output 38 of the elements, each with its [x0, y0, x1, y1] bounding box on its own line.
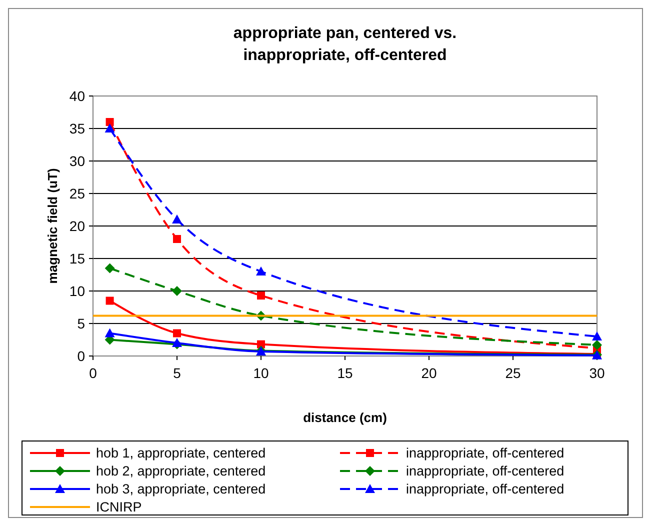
point	[106, 296, 114, 305]
y-tick-label: 40	[69, 88, 86, 104]
legend-label: hob 3, appropriate, centered	[96, 482, 266, 497]
point	[256, 266, 266, 276]
point	[173, 329, 181, 338]
y-tick-label: 35	[69, 120, 86, 136]
point	[592, 340, 602, 350]
y-tick-label: 20	[69, 218, 86, 234]
y-tick-label: 5	[77, 315, 86, 332]
y-axis-title: magnetic field (uT)	[45, 168, 60, 284]
legend-label: ICNIRP	[96, 500, 142, 515]
point	[172, 214, 182, 224]
legend-label: inappropriate, off-centered	[406, 446, 564, 461]
legend-label: hob 2, appropriate, centered	[96, 464, 266, 479]
x-tick-label: 30	[589, 365, 605, 381]
point	[104, 124, 115, 132]
x-tick-label: 25	[505, 365, 521, 381]
x-axis-title: distance (cm)	[303, 410, 387, 425]
point	[106, 118, 114, 126]
y-tick-label: 25	[69, 185, 86, 202]
x-tick-label: 0	[89, 365, 98, 381]
point	[104, 263, 115, 274]
x-tick-label: 10	[253, 365, 269, 381]
point	[592, 332, 602, 340]
x-tick-label: 20	[421, 365, 437, 381]
chart-title: appropriate pan, centered vs. inappropriate, off-centered	[233, 25, 457, 64]
legend-label: inappropriate, off-centered	[406, 482, 564, 497]
x-tick-label: 5	[173, 365, 182, 381]
legend-label: hob 1, appropriate, centered	[96, 446, 266, 461]
legend-label: inappropriate, off-centered	[406, 464, 564, 479]
y-tick-label: 15	[69, 250, 86, 266]
x-tick-label: 15	[337, 365, 353, 381]
point	[257, 292, 265, 300]
y-tick-label: 10	[69, 282, 86, 299]
point	[173, 235, 181, 243]
y-tick-label: 0	[77, 348, 86, 364]
y-tick-label: 30	[69, 152, 86, 169]
point	[172, 286, 182, 296]
